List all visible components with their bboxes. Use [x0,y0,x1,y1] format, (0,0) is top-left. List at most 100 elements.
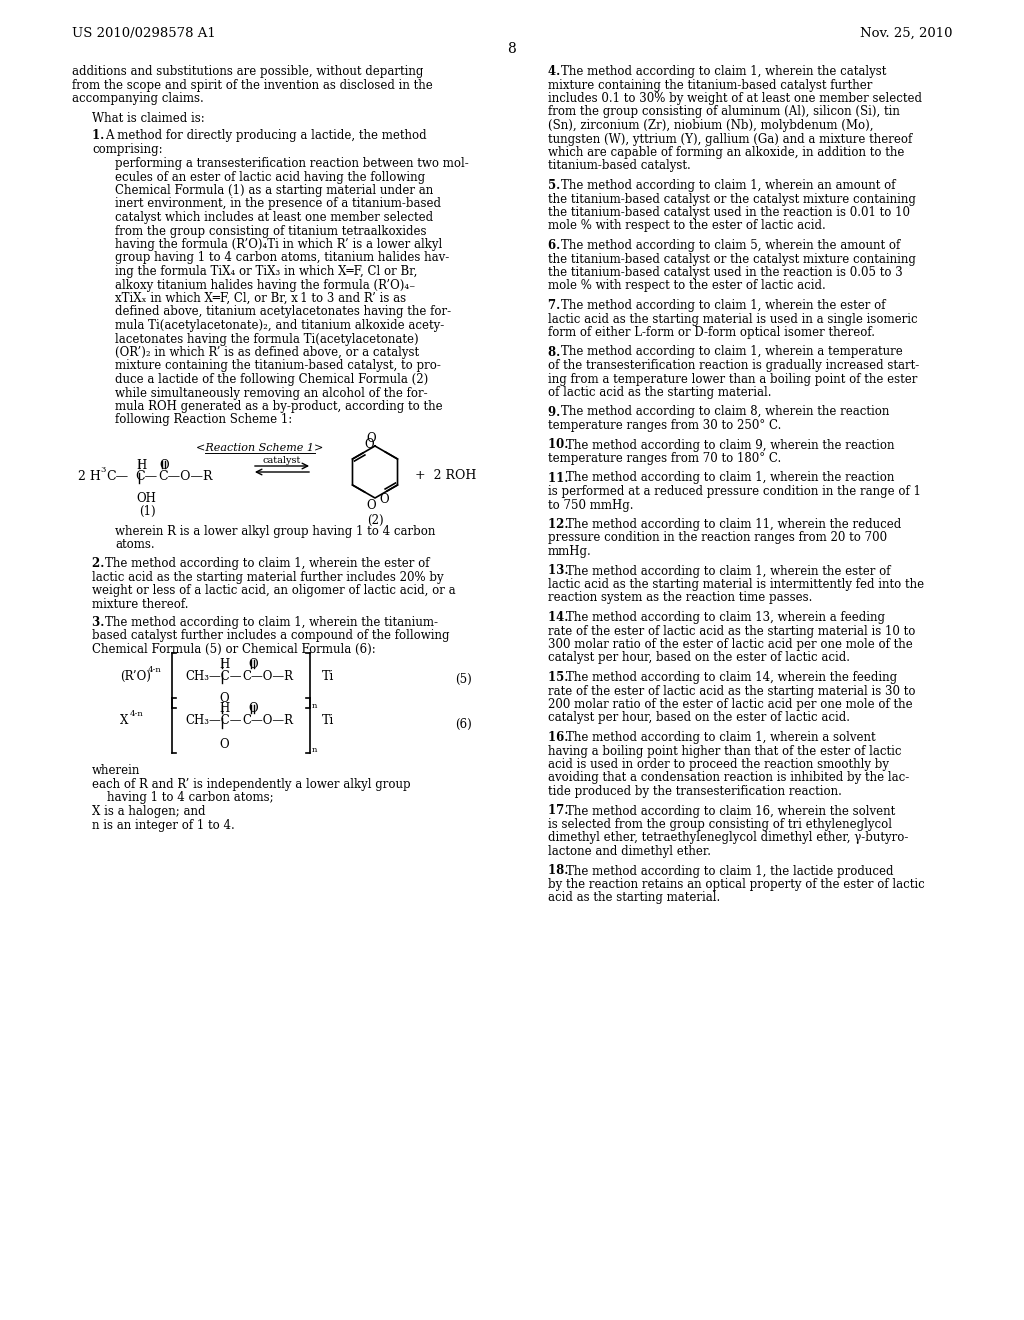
Text: group having 1 to 4 carbon atoms, titanium halides hav-: group having 1 to 4 carbon atoms, titani… [115,252,450,264]
Text: (1): (1) [138,506,156,517]
Text: accompanying claims.: accompanying claims. [72,92,204,106]
Text: Nov. 25, 2010: Nov. 25, 2010 [859,26,952,40]
Text: H: H [219,702,229,715]
Text: wherein R is a lower alkyl group having 1 to 4 carbon: wherein R is a lower alkyl group having … [115,525,435,539]
Text: (R’O): (R’O) [120,669,151,682]
Text: 18.: 18. [548,865,572,878]
Text: 11.: 11. [548,471,572,484]
Text: having a boiling point higher than that of the ester of lactic: having a boiling point higher than that … [548,744,901,758]
Text: of the transesterification reaction is gradually increased start-: of the transesterification reaction is g… [548,359,920,372]
Text: Ti: Ti [322,669,335,682]
Text: CH₃—C—: CH₃—C— [185,669,242,682]
Text: mixture thereof.: mixture thereof. [92,598,188,610]
Text: (OR’)₂ in which R’ is as defined above, or a catalyst: (OR’)₂ in which R’ is as defined above, … [115,346,419,359]
Text: CH₃—C—: CH₃—C— [185,714,242,727]
Text: rate of the ester of lactic acid as the starting material is 30 to: rate of the ester of lactic acid as the … [548,685,915,697]
Text: mmHg.: mmHg. [548,545,592,558]
Text: based catalyst further includes a compound of the following: based catalyst further includes a compou… [92,630,450,643]
Text: duce a lactide of the following Chemical Formula (2): duce a lactide of the following Chemical… [115,374,428,385]
Text: additions and substitutions are possible, without departing: additions and substitutions are possible… [72,65,423,78]
Text: by the reaction retains an optical property of the ester of lactic: by the reaction retains an optical prope… [548,878,925,891]
Text: C—O—R: C—O—R [242,669,293,682]
Text: The method according to claim 13, wherein a feeding: The method according to claim 13, wherei… [565,611,885,624]
Text: catalyst per hour, based on the ester of lactic acid.: catalyst per hour, based on the ester of… [548,711,850,725]
Text: 200 molar ratio of the ester of lactic acid per one mole of the: 200 molar ratio of the ester of lactic a… [548,698,912,711]
Text: n: n [312,747,317,755]
Text: O: O [219,693,228,705]
Text: The method according to claim 1, wherein the titanium-: The method according to claim 1, wherein… [105,616,438,630]
Text: mula Ti(acetylacetonate)₂, and titanium alkoxide acety-: mula Ti(acetylacetonate)₂, and titanium … [115,319,444,333]
Text: C—O—R: C—O—R [242,714,293,727]
Text: O: O [379,492,389,506]
Text: Ti: Ti [322,714,335,727]
Text: the titanium-based catalyst used in the reaction is 0.01 to 10: the titanium-based catalyst used in the … [548,206,910,219]
Text: catalyst: catalyst [263,455,301,465]
Text: from the group consisting of titanium tetraalkoxides: from the group consisting of titanium te… [115,224,427,238]
Text: 2.: 2. [92,557,109,570]
Text: having the formula (R’O)₄Ti in which R’ is a lower alkyl: having the formula (R’O)₄Ti in which R’ … [115,238,442,251]
Text: tungsten (W), yttrium (Y), gallium (Ga) and a mixture thereof: tungsten (W), yttrium (Y), gallium (Ga) … [548,132,912,145]
Text: (5): (5) [455,672,472,685]
Text: defined above, titanium acetylacetonates having the for-: defined above, titanium acetylacetonates… [115,305,452,318]
Text: temperature ranges from 70 to 180° C.: temperature ranges from 70 to 180° C. [548,451,781,465]
Text: alkoxy titanium halides having the formula (R’O)₄₋: alkoxy titanium halides having the formu… [115,279,416,292]
Text: from the scope and spirit of the invention as disclosed in the: from the scope and spirit of the inventi… [72,78,433,91]
Text: The method according to claim 1, wherein a solvent: The method according to claim 1, wherein… [565,731,876,744]
Text: acid is used in order to proceed the reaction smoothly by: acid is used in order to proceed the rea… [548,758,889,771]
Text: mixture containing the titanium-based catalyst, to pro-: mixture containing the titanium-based ca… [115,359,441,372]
Text: The method according to claim 1, wherein the reaction: The method according to claim 1, wherein… [565,471,894,484]
Text: 9.: 9. [548,405,564,418]
Text: The method according to claim 1, wherein the ester of: The method according to claim 1, wherein… [105,557,430,570]
Text: 17.: 17. [548,804,572,817]
Text: (6): (6) [455,718,472,730]
Text: 15.: 15. [548,671,572,684]
Text: mole % with respect to the ester of lactic acid.: mole % with respect to the ester of lact… [548,280,825,293]
Text: 5.: 5. [548,180,564,191]
Text: H: H [219,657,229,671]
Text: n: n [312,701,317,710]
Text: lactone and dimethyl ether.: lactone and dimethyl ether. [548,845,711,858]
Text: The method according to claim 1, wherein the ester of: The method according to claim 1, wherein… [561,300,886,312]
Text: mole % with respect to the ester of lactic acid.: mole % with respect to the ester of lact… [548,219,825,232]
Text: ing the formula TiX₄ or TiX₃ in which X═F, Cl or Br,: ing the formula TiX₄ or TiX₃ in which X═… [115,265,418,279]
Text: the titanium-based catalyst or the catalyst mixture containing: the titanium-based catalyst or the catal… [548,252,915,265]
Text: O: O [367,499,376,512]
Text: 12.: 12. [548,517,572,531]
Text: 16.: 16. [548,731,572,744]
Text: 1.: 1. [92,129,109,143]
Text: lactic acid as the starting material is intermittently fed into the: lactic acid as the starting material is … [548,578,924,591]
Text: O: O [364,438,374,451]
Text: O: O [248,657,258,671]
Text: The method according to claim 16, wherein the solvent: The method according to claim 16, wherei… [565,804,895,817]
Text: comprising:: comprising: [92,143,163,156]
Text: 4.: 4. [548,65,564,78]
Text: temperature ranges from 30 to 250° C.: temperature ranges from 30 to 250° C. [548,418,781,432]
Text: Chemical Formula (1) as a starting material under an: Chemical Formula (1) as a starting mater… [115,183,433,197]
Text: The method according to claim 5, wherein the amount of: The method according to claim 5, wherein… [561,239,900,252]
Text: The method according to claim 1, the lactide produced: The method according to claim 1, the lac… [565,865,893,878]
Text: 4-n: 4-n [130,710,143,718]
Text: 6.: 6. [548,239,564,252]
Text: n is an integer of 1 to 4.: n is an integer of 1 to 4. [92,818,234,832]
Text: having 1 to 4 carbon atoms;: having 1 to 4 carbon atoms; [92,792,273,804]
Text: O: O [248,702,258,715]
Text: 7.: 7. [548,300,564,312]
Text: 4-n: 4-n [148,665,162,673]
Text: <Reaction Scheme 1>: <Reaction Scheme 1> [197,444,324,453]
Text: catalyst which includes at least one member selected: catalyst which includes at least one mem… [115,211,433,224]
Text: C—: C— [135,470,157,483]
Text: of lactic acid as the starting material.: of lactic acid as the starting material. [548,385,771,399]
Text: lacetonates having the formula Ti(acetylacetonate): lacetonates having the formula Ti(acetyl… [115,333,419,346]
Text: 3.: 3. [92,616,109,630]
Text: ecules of an ester of lactic acid having the following: ecules of an ester of lactic acid having… [115,170,425,183]
Text: reaction system as the reaction time passes.: reaction system as the reaction time pas… [548,591,812,605]
Text: 2 H: 2 H [78,470,101,483]
Text: The method according to claim 14, wherein the feeding: The method according to claim 14, wherei… [565,671,897,684]
Text: C—: C— [106,470,128,483]
Text: from the group consisting of aluminum (Al), silicon (Si), tin: from the group consisting of aluminum (A… [548,106,900,119]
Text: O: O [367,432,376,445]
Text: +  2 ROH: + 2 ROH [415,469,476,482]
Text: following Reaction Scheme 1:: following Reaction Scheme 1: [115,413,292,426]
Text: 8.: 8. [548,346,564,359]
Text: The method according to claim 1, wherein the ester of: The method according to claim 1, wherein… [565,565,890,578]
